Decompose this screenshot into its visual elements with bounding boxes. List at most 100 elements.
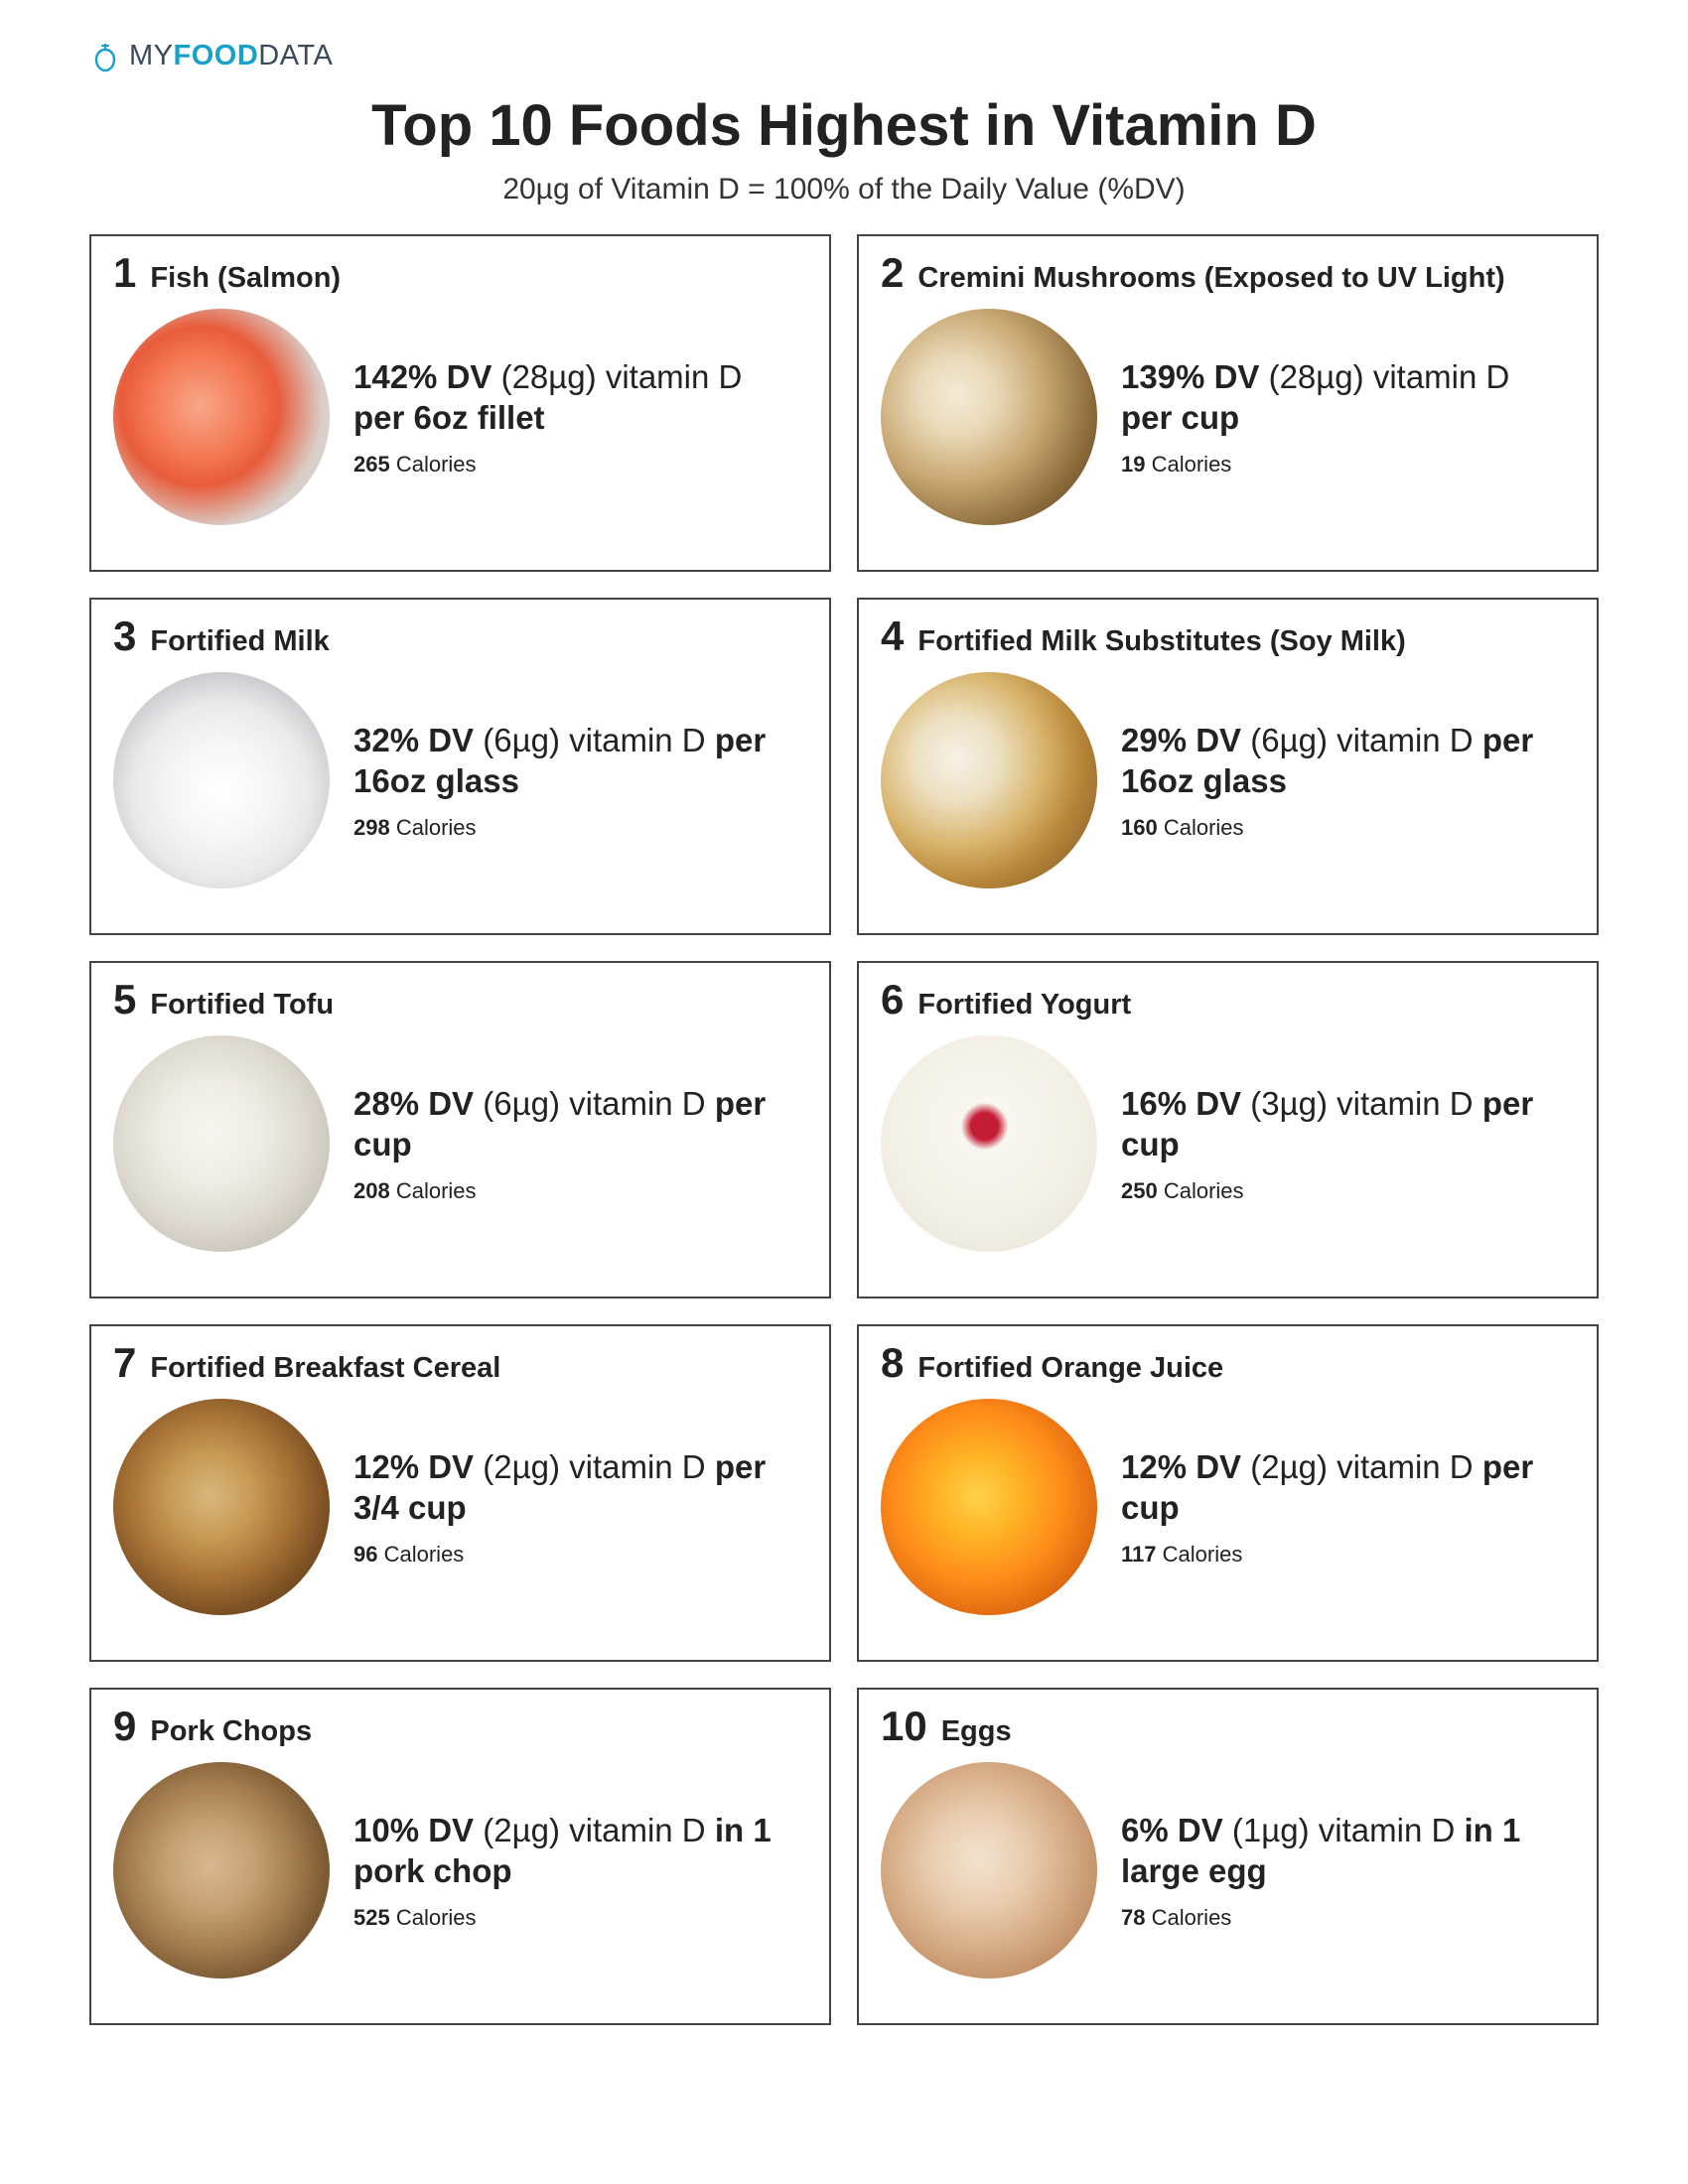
- food-rank: 1: [113, 252, 136, 294]
- calories-label: Calories: [396, 452, 477, 477]
- food-info: 142% DV (28µg) vitamin D per 6oz fillet …: [353, 356, 807, 478]
- food-name: Fortified Milk: [150, 625, 329, 658]
- dv-line: 29% DV (6µg) vitamin D per 16oz glass: [1121, 720, 1569, 802]
- food-info: 10% DV (2µg) vitamin D in 1 pork chop 52…: [353, 1810, 807, 1932]
- calories-line: 525 Calories: [353, 1905, 801, 1931]
- dv-line: 16% DV (3µg) vitamin D per cup: [1121, 1083, 1569, 1165]
- calories-line: 265 Calories: [353, 452, 801, 478]
- food-image: [881, 1762, 1097, 1979]
- calories-line: 19 Calories: [1121, 452, 1569, 478]
- food-info: 6% DV (1µg) vitamin D in 1 large egg 78 …: [1121, 1810, 1575, 1932]
- dv-percent: 32% DV: [353, 722, 474, 758]
- vitamin-label: vitamin D: [606, 358, 743, 395]
- vitamin-label: vitamin D: [1373, 358, 1510, 395]
- logo-text-data: DATA: [258, 40, 333, 71]
- food-name: Eggs: [941, 1715, 1012, 1748]
- calories-label: Calories: [396, 1178, 477, 1203]
- dv-amount-ug: (3µg): [1250, 1085, 1328, 1122]
- calories-label: Calories: [396, 1905, 477, 1930]
- card-header: 4 Fortified Milk Substitutes (Soy Milk): [881, 615, 1575, 658]
- serving-prefix: per: [1482, 722, 1533, 758]
- dv-line: 10% DV (2µg) vitamin D in 1 pork chop: [353, 1810, 801, 1892]
- calories-line: 117 Calories: [1121, 1542, 1569, 1568]
- food-info: 28% DV (6µg) vitamin D per cup 208 Calor…: [353, 1083, 807, 1205]
- dv-line: 28% DV (6µg) vitamin D per cup: [353, 1083, 801, 1165]
- vitamin-label: vitamin D: [569, 1448, 706, 1485]
- serving-size: 16oz glass: [353, 762, 519, 799]
- food-rank: 10: [881, 1706, 927, 1747]
- food-info: 29% DV (6µg) vitamin D per 16oz glass 16…: [1121, 720, 1575, 842]
- food-rank: 8: [881, 1342, 904, 1384]
- card-body: 28% DV (6µg) vitamin D per cup 208 Calor…: [113, 1035, 807, 1252]
- dv-percent: 28% DV: [353, 1085, 474, 1122]
- food-rank: 7: [113, 1342, 136, 1384]
- dv-percent: 139% DV: [1121, 358, 1259, 395]
- food-name: Fortified Tofu: [150, 989, 334, 1022]
- dv-percent: 10% DV: [353, 1812, 474, 1848]
- food-image: [113, 672, 330, 888]
- vitamin-label: vitamin D: [1336, 1448, 1474, 1485]
- logo-text: MYFOODDATA: [129, 40, 333, 72]
- calories-value: 160: [1121, 815, 1158, 840]
- food-card: 8 Fortified Orange Juice 12% DV (2µg) vi…: [857, 1324, 1599, 1662]
- serving-prefix: per: [715, 1085, 766, 1122]
- dv-amount-ug: (28µg): [501, 358, 597, 395]
- dv-amount-ug: (6µg): [483, 722, 560, 758]
- food-info: 12% DV (2µg) vitamin D per 3/4 cup 96 Ca…: [353, 1446, 807, 1569]
- food-card: 2 Cremini Mushrooms (Exposed to UV Light…: [857, 234, 1599, 572]
- food-image: [881, 1399, 1097, 1615]
- food-name: Fortified Yogurt: [917, 989, 1131, 1022]
- calories-line: 78 Calories: [1121, 1905, 1569, 1931]
- card-body: 10% DV (2µg) vitamin D in 1 pork chop 52…: [113, 1762, 807, 1979]
- dv-percent: 6% DV: [1121, 1812, 1223, 1848]
- logo-apple-icon: [89, 41, 121, 72]
- card-body: 6% DV (1µg) vitamin D in 1 large egg 78 …: [881, 1762, 1575, 1979]
- calories-label: Calories: [396, 815, 477, 840]
- card-body: 12% DV (2µg) vitamin D per 3/4 cup 96 Ca…: [113, 1399, 807, 1615]
- food-info: 32% DV (6µg) vitamin D per 16oz glass 29…: [353, 720, 807, 842]
- food-rank: 5: [113, 979, 136, 1021]
- dv-percent: 142% DV: [353, 358, 492, 395]
- calories-label: Calories: [384, 1542, 465, 1567]
- dv-line: 32% DV (6µg) vitamin D per 16oz glass: [353, 720, 801, 802]
- food-card: 9 Pork Chops 10% DV (2µg) vitamin D in 1…: [89, 1688, 831, 2025]
- food-name: Fortified Milk Substitutes (Soy Milk): [917, 625, 1405, 658]
- dv-percent: 16% DV: [1121, 1085, 1241, 1122]
- food-name: Pork Chops: [150, 1715, 312, 1748]
- logo-text-my: MY: [129, 40, 174, 71]
- card-header: 8 Fortified Orange Juice: [881, 1342, 1575, 1385]
- vitamin-label: vitamin D: [569, 1812, 706, 1848]
- foods-grid: 1 Fish (Salmon) 142% DV (28µg) vitamin D…: [89, 234, 1599, 2025]
- food-info: 139% DV (28µg) vitamin D per cup 19 Calo…: [1121, 356, 1575, 478]
- calories-label: Calories: [1164, 815, 1244, 840]
- card-header: 7 Fortified Breakfast Cereal: [113, 1342, 807, 1385]
- serving-prefix: in: [715, 1812, 744, 1848]
- card-body: 12% DV (2µg) vitamin D per cup 117 Calor…: [881, 1399, 1575, 1615]
- food-card: 1 Fish (Salmon) 142% DV (28µg) vitamin D…: [89, 234, 831, 572]
- food-card: 7 Fortified Breakfast Cereal 12% DV (2µg…: [89, 1324, 831, 1662]
- calories-value: 265: [353, 452, 390, 477]
- food-name: Cremini Mushrooms (Exposed to UV Light): [917, 262, 1504, 295]
- calories-value: 96: [353, 1542, 377, 1567]
- vitamin-label: vitamin D: [569, 722, 706, 758]
- calories-value: 19: [1121, 452, 1145, 477]
- dv-amount-ug: (1µg): [1232, 1812, 1310, 1848]
- card-body: 16% DV (3µg) vitamin D per cup 250 Calor…: [881, 1035, 1575, 1252]
- food-card: 4 Fortified Milk Substitutes (Soy Milk) …: [857, 598, 1599, 935]
- calories-line: 250 Calories: [1121, 1178, 1569, 1204]
- serving-prefix: in: [1464, 1812, 1492, 1848]
- serving-size: cup: [1182, 399, 1240, 436]
- page-title: Top 10 Foods Highest in Vitamin D: [89, 92, 1599, 159]
- vitamin-label: vitamin D: [569, 1085, 706, 1122]
- card-header: 10 Eggs: [881, 1706, 1575, 1748]
- food-info: 12% DV (2µg) vitamin D per cup 117 Calor…: [1121, 1446, 1575, 1569]
- food-name: Fortified Orange Juice: [917, 1352, 1223, 1385]
- serving-size: cup: [353, 1126, 412, 1162]
- calories-label: Calories: [1164, 1178, 1244, 1203]
- card-header: 6 Fortified Yogurt: [881, 979, 1575, 1022]
- serving-size: 16oz glass: [1121, 762, 1287, 799]
- vitamin-label: vitamin D: [1319, 1812, 1456, 1848]
- card-body: 139% DV (28µg) vitamin D per cup 19 Calo…: [881, 309, 1575, 525]
- card-header: 5 Fortified Tofu: [113, 979, 807, 1022]
- food-rank: 2: [881, 252, 904, 294]
